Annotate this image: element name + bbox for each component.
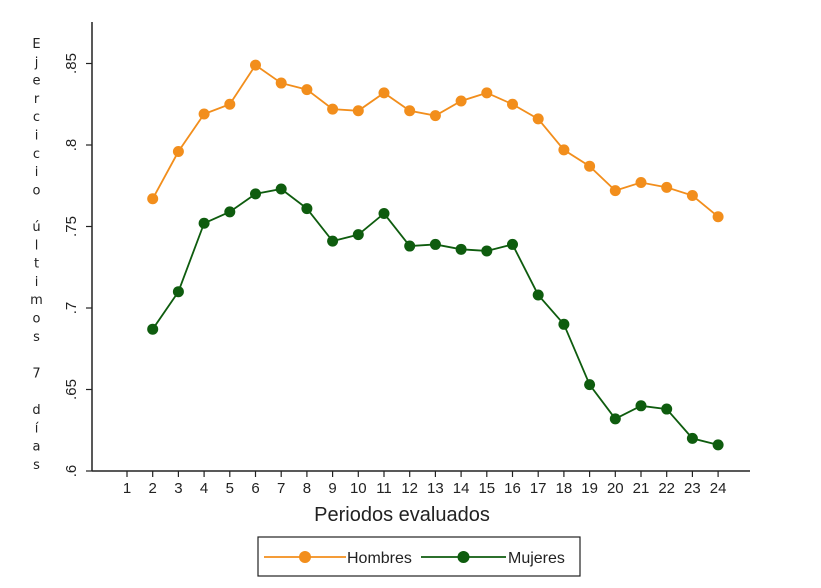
- x-tick-label: 2: [149, 480, 157, 497]
- data-point: [147, 323, 159, 335]
- y-tick-label: .75: [63, 216, 80, 237]
- x-tick-label: 14: [453, 480, 470, 497]
- x-ticks: 1 2 3 4 5 6 7 8 9 10 11 12 13 14 15 16 17 18 19 20 21 22 23 24: [123, 471, 727, 497]
- x-tick-label: 21: [633, 480, 650, 497]
- y-ticks: .6 .65 .7 .75 .8 .85: [63, 53, 92, 477]
- data-point: [686, 432, 698, 444]
- legend-item-hombres: Hombres: [264, 550, 412, 567]
- series: [147, 59, 724, 451]
- x-tick-label: 23: [684, 480, 701, 497]
- data-point: [558, 144, 570, 156]
- x-tick-label: 6: [251, 480, 259, 497]
- data-point: [301, 84, 313, 96]
- x-tick-label: 20: [607, 480, 624, 497]
- data-point: [609, 413, 621, 425]
- data-point: [558, 318, 570, 330]
- y-tick-label: .6: [63, 465, 80, 478]
- data-point: [481, 87, 493, 99]
- data-point: [481, 245, 493, 257]
- data-point: [327, 235, 339, 247]
- data-point: [635, 400, 647, 412]
- x-tick-label: 5: [226, 480, 234, 497]
- data-point: [429, 110, 441, 122]
- data-point: [147, 193, 159, 205]
- data-point: [584, 160, 596, 172]
- series-line: [151, 63, 719, 218]
- data-point: [301, 203, 313, 215]
- data-point: [661, 403, 673, 415]
- x-tick-label: 24: [710, 480, 727, 497]
- x-tick-label: 13: [427, 480, 444, 497]
- data-point: [635, 176, 647, 188]
- x-tick-label: 18: [556, 480, 573, 497]
- data-point: [507, 98, 518, 110]
- y-tick-label: .65: [63, 379, 80, 400]
- data-point: [609, 185, 621, 197]
- legend: Hombres Mujeres: [257, 536, 581, 577]
- x-tick-label: 3: [174, 480, 182, 497]
- x-tick-label: 22: [658, 480, 675, 497]
- legend-label: Hombres: [347, 550, 412, 567]
- data-point: [327, 103, 339, 115]
- data-point: [352, 229, 364, 241]
- x-axis-label: Periodos evaluados: [314, 504, 490, 526]
- data-point: [712, 211, 724, 223]
- x-tick-label: 17: [530, 480, 547, 497]
- data-point: [172, 146, 184, 158]
- data-point: [198, 217, 210, 229]
- legend-item-mujeres: Mujeres: [421, 550, 565, 567]
- data-point: [275, 77, 287, 89]
- x-tick-label: 9: [328, 480, 336, 497]
- data-point: [712, 439, 724, 451]
- data-point: [224, 206, 236, 218]
- data-point: [172, 286, 184, 298]
- data-point: [532, 113, 544, 125]
- x-tick-label: 10: [350, 480, 367, 497]
- x-tick-label: 8: [303, 480, 311, 497]
- series-hombres: [147, 59, 724, 223]
- data-point: [404, 105, 416, 117]
- y-tick-label: .7: [63, 302, 80, 315]
- x-tick-label: 16: [504, 480, 521, 497]
- series-mujeres: [147, 183, 724, 451]
- data-point: [224, 98, 236, 110]
- data-point: [455, 243, 467, 255]
- data-point: [429, 238, 441, 250]
- data-point: [507, 238, 518, 250]
- series-line: [151, 188, 719, 446]
- legend-label: Mujeres: [508, 550, 565, 567]
- x-tick-label: 7: [277, 480, 285, 497]
- legend-marker: [457, 551, 470, 563]
- x-tick-label: 15: [478, 480, 495, 497]
- x-tick-label: 19: [581, 480, 598, 497]
- data-point: [250, 188, 261, 200]
- x-tick-label: 1: [123, 480, 131, 497]
- data-point: [378, 87, 390, 99]
- data-point: [352, 105, 364, 117]
- data-point: [378, 207, 390, 219]
- y-tick-label: .8: [63, 139, 80, 152]
- x-tick-label: 4: [200, 480, 208, 497]
- data-point: [532, 289, 544, 301]
- data-point: [661, 181, 673, 193]
- x-tick-label: 12: [401, 480, 418, 497]
- data-point: [198, 108, 210, 120]
- legend-marker: [299, 551, 311, 563]
- data-point: [584, 379, 596, 391]
- y-tick-label: .85: [63, 53, 80, 74]
- x-tick-label: 11: [376, 480, 392, 497]
- data-point: [275, 183, 287, 195]
- data-point: [404, 240, 416, 252]
- data-point: [455, 95, 467, 107]
- axes: [91, 22, 750, 472]
- data-point: [686, 190, 698, 202]
- data-point: [250, 59, 261, 71]
